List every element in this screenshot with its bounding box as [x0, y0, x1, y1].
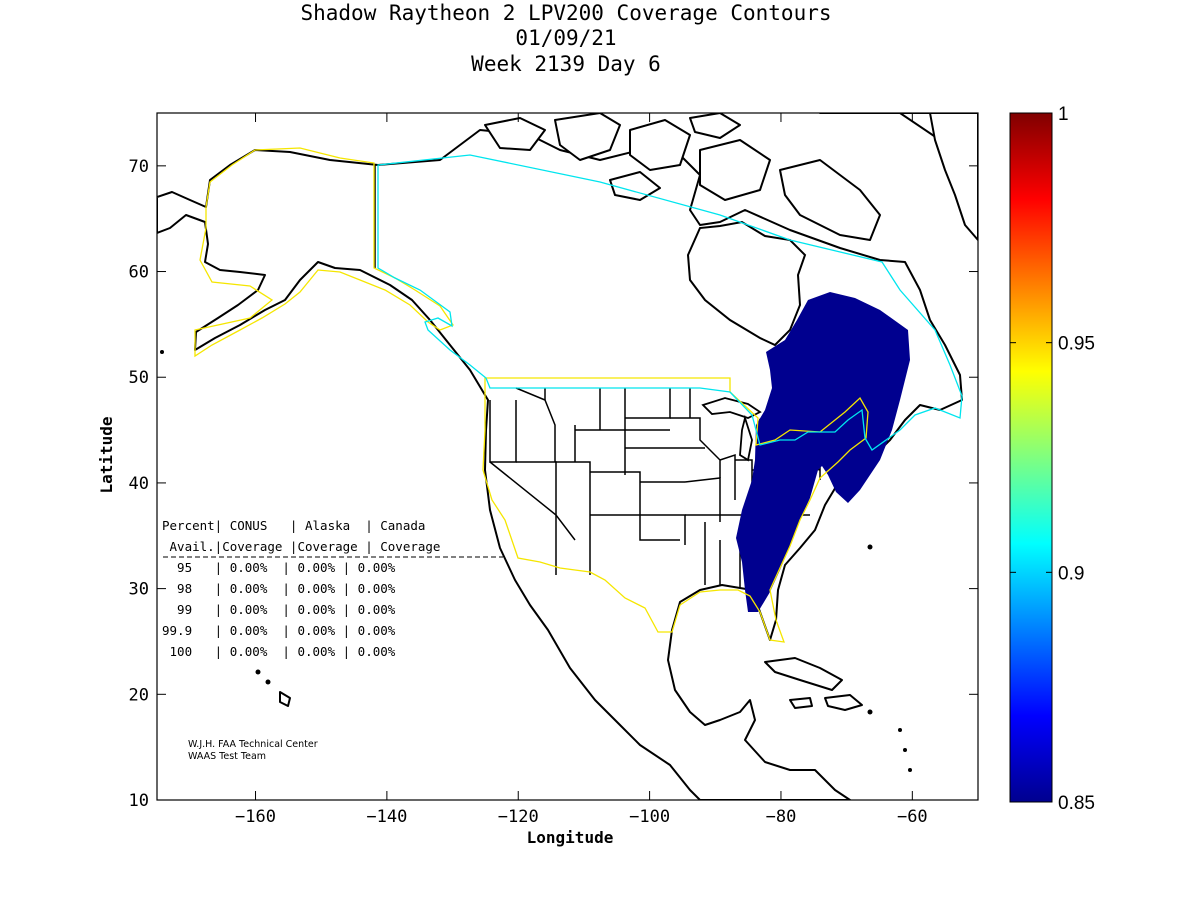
y-axis-label: Latitude: [97, 416, 116, 493]
colorbar-ticks: 1 0.95 0.9 0.85: [1010, 104, 1095, 814]
table-row: 99 | 0.00% | 0.00% | 0.00%: [162, 602, 396, 617]
caribbean-islands: [764, 544, 912, 772]
table-row: 100 | 0.00% | 0.00% | 0.00%: [162, 644, 396, 659]
x-axis-ticks: −160 −140 −120 −100 −80 −60: [235, 113, 928, 827]
table-row: 98 | 0.00% | 0.00% | 0.00%: [162, 581, 396, 596]
table-header-2: Avail.|Coverage |Coverage | Coverage: [162, 539, 440, 554]
aleutian-dot: [160, 350, 164, 354]
table-row: 99.9 | 0.00% | 0.00% | 0.00%: [162, 623, 396, 638]
colorbar-tick-label: 0.95: [1058, 334, 1095, 355]
table-row: 95 | 0.00% | 0.00% | 0.00%: [162, 560, 396, 575]
y-axis-ticks: 10 20 30 40 50 60 70: [129, 157, 978, 811]
title-line-2: 01/09/21: [515, 26, 616, 50]
x-tick-label: −60: [897, 807, 928, 827]
table-header-1: Percent| CONUS | Alaska | Canada: [162, 518, 425, 533]
x-tick-label: −100: [629, 807, 670, 827]
colorbar-tick-label: 0.85: [1058, 793, 1095, 814]
y-tick-label: 50: [129, 368, 149, 388]
x-tick-label: −160: [235, 807, 276, 827]
title-line-3: Week 2139 Day 6: [471, 52, 661, 76]
colorbar-gradient: [1009, 112, 1053, 803]
coverage-statistics-table: Percent| CONUS | Alaska | Canada Avail.|…: [162, 518, 503, 659]
credit-line-1: W.J.H. FAA Technical Center: [188, 739, 318, 750]
title-line-1: Shadow Raytheon 2 LPV200 Coverage Contou…: [300, 1, 831, 25]
credit-line-2: WAAS Test Team: [188, 751, 266, 762]
x-tick-label: −140: [366, 807, 407, 827]
x-tick-label: −80: [766, 807, 797, 827]
y-tick-label: 60: [129, 263, 149, 283]
canada-boundary: [377, 154, 963, 451]
alaska-boundary: [194, 147, 455, 358]
greenland: [929, 113, 978, 241]
colorbar-tick-label: 0.9: [1058, 563, 1084, 584]
hawaii-islands: [255, 669, 291, 707]
y-tick-label: 40: [129, 474, 149, 494]
y-tick-label: 70: [129, 157, 149, 177]
y-tick-label: 20: [129, 685, 149, 705]
y-tick-label: 30: [129, 580, 149, 600]
y-tick-label: 10: [129, 791, 149, 811]
colorbar-tick-label: 1: [1058, 104, 1069, 125]
hudson-bay: [686, 220, 807, 347]
colorbar: 1 0.95 0.9 0.85: [1009, 104, 1095, 814]
x-axis-label: Longitude: [527, 828, 614, 847]
x-tick-label: −120: [498, 807, 539, 827]
plot-frame: [156, 112, 979, 801]
map-area: [157, 113, 978, 800]
coverage-contour-region: [736, 292, 910, 612]
